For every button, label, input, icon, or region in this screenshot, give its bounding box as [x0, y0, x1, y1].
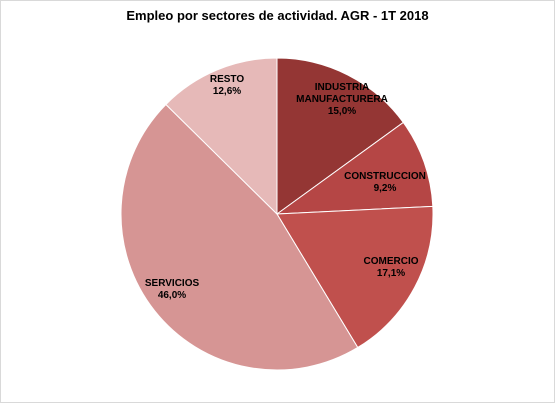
- pie-slice-construccion: [275, 121, 434, 215]
- data-label-industria-manufacturera: INDUSTRIA MANUFACTURERA 15,0%: [296, 82, 388, 117]
- pie-slice-resto: [165, 57, 278, 216]
- pie-slice-servicios: [120, 103, 359, 371]
- pie-slice-industria-manufacturera: [276, 57, 404, 215]
- slice-value-label: 46,0%: [158, 290, 186, 301]
- chart-title: Empleo por sectores de actividad. AGR - …: [126, 8, 429, 23]
- pie-slice-comercio: [276, 205, 434, 349]
- slice-category-label: SERVICIOS: [145, 278, 200, 289]
- data-label-servicios: SERVICIOS 46,0%: [145, 278, 200, 301]
- slice-value-label: 12,6%: [213, 86, 241, 97]
- slice-value-label: 9,2%: [374, 183, 397, 194]
- slice-value-label: 17,1%: [377, 268, 405, 279]
- slice-value-label: 15,0%: [328, 106, 356, 117]
- data-label-construccion: CONSTRUCCION 9,2%: [344, 171, 426, 194]
- slice-category-label: RESTO: [210, 74, 244, 85]
- slice-category-label: COMERCIO: [364, 256, 419, 267]
- data-label-resto: RESTO 12,6%: [210, 74, 244, 97]
- data-label-comercio: COMERCIO 17,1%: [364, 256, 419, 279]
- slice-category-label: INDUSTRIA: [315, 82, 369, 93]
- slice-category-label: MANUFACTURERA: [296, 94, 388, 105]
- slice-category-label: CONSTRUCCION: [344, 171, 426, 182]
